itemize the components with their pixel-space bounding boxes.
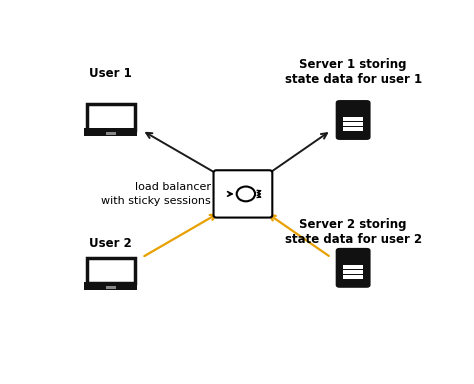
FancyBboxPatch shape xyxy=(343,275,364,279)
Text: Server 1 storing
state data for user 1: Server 1 storing state data for user 1 xyxy=(284,58,422,86)
FancyBboxPatch shape xyxy=(343,270,364,274)
Text: Server 2 storing
state data for user 2: Server 2 storing state data for user 2 xyxy=(284,218,422,246)
FancyBboxPatch shape xyxy=(87,258,135,283)
FancyBboxPatch shape xyxy=(343,122,364,126)
FancyBboxPatch shape xyxy=(336,248,371,288)
FancyBboxPatch shape xyxy=(84,282,137,290)
Text: User 2: User 2 xyxy=(89,237,132,250)
Text: load balancer
with sticky sessions: load balancer with sticky sessions xyxy=(101,182,211,205)
FancyBboxPatch shape xyxy=(343,117,364,121)
FancyBboxPatch shape xyxy=(343,127,364,131)
FancyBboxPatch shape xyxy=(343,265,364,269)
FancyBboxPatch shape xyxy=(87,104,135,130)
Text: User 1: User 1 xyxy=(89,67,132,80)
FancyBboxPatch shape xyxy=(106,132,116,135)
FancyBboxPatch shape xyxy=(84,128,137,136)
FancyBboxPatch shape xyxy=(106,286,116,289)
FancyBboxPatch shape xyxy=(213,170,272,218)
FancyBboxPatch shape xyxy=(336,100,371,140)
